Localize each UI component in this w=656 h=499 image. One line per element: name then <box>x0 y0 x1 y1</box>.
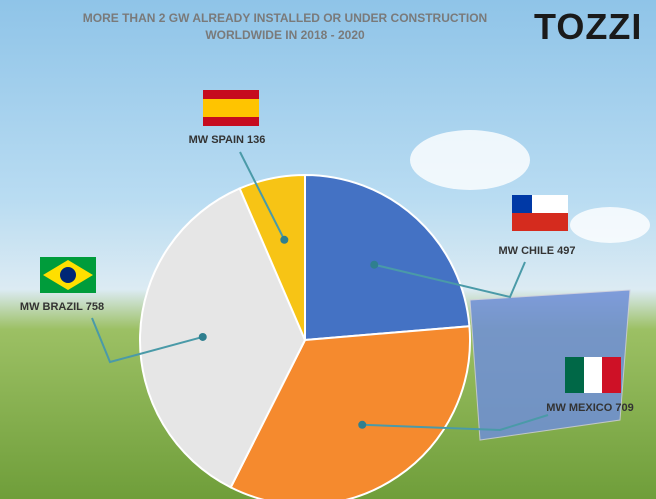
cloud <box>570 207 650 243</box>
data-label: MW SPAIN 136 <box>189 134 266 146</box>
flag-mexico <box>565 357 621 393</box>
flag-chile <box>512 195 568 231</box>
data-label: MW MEXICO 709 <box>546 402 633 414</box>
leader-dot <box>370 261 378 269</box>
chart: MW CHILE 497 MW MEXICO 709 MW BRAZIL 758 MW… <box>0 0 656 499</box>
leader-dot <box>358 421 366 429</box>
infographic: MORE THAN 2 GW ALREADY INSTALLED OR UNDE… <box>0 0 656 499</box>
flag-brazil <box>40 257 96 293</box>
leader-dot <box>280 236 288 244</box>
cloud <box>410 130 530 190</box>
flag-spain <box>203 90 259 126</box>
pie-slice <box>305 175 469 340</box>
leader-dot <box>199 333 207 341</box>
data-label: MW BRAZIL 758 <box>20 301 104 313</box>
data-label: MW CHILE 497 <box>498 245 575 257</box>
